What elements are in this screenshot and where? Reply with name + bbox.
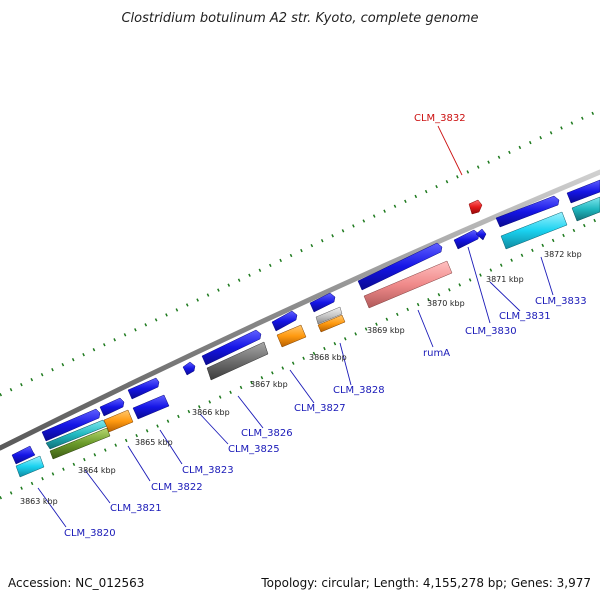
gene-label-clm3832[interactable]: CLM_3832	[414, 113, 466, 124]
kbp-label: 3864 kbp	[78, 466, 116, 475]
inner-tick-track	[0, 216, 600, 500]
gene-feature[interactable]	[276, 324, 307, 348]
gene-label-clm3831[interactable]: CLM_3831	[499, 311, 551, 322]
gene-feature[interactable]	[127, 377, 160, 400]
gene-feature[interactable]	[309, 292, 336, 313]
kbp-label: 3866 kbp	[192, 408, 230, 417]
gene-label-clm3833[interactable]: CLM_3833	[535, 296, 587, 307]
gene-label-ruma[interactable]: rumA	[423, 348, 450, 359]
leader-line	[467, 246, 491, 324]
gene-feature[interactable]	[99, 397, 125, 417]
leader-line	[84, 469, 111, 504]
leader-line	[289, 369, 315, 404]
gene-feature[interactable]	[495, 195, 560, 228]
gene-label-clm3821[interactable]: CLM_3821	[110, 503, 162, 514]
gene-feature[interactable]	[363, 260, 453, 309]
forward-strand-genes	[11, 179, 600, 465]
gene-label-clm3828[interactable]: CLM_3828	[333, 385, 385, 396]
gene-label-clm3822[interactable]: CLM_3822	[151, 482, 203, 493]
map-title: Clostridium botulinum A2 str. Kyoto, com…	[121, 11, 478, 26]
gene-feature[interactable]	[475, 228, 487, 241]
gene-feature[interactable]	[453, 229, 480, 250]
kbp-label: 3863 kbp	[20, 497, 58, 506]
gene-label-clm3827[interactable]: CLM_3827	[294, 403, 346, 414]
reverse-strand-genes	[15, 196, 600, 478]
leader-line	[159, 429, 183, 465]
gene-feature[interactable]	[357, 242, 443, 291]
genome-summary-text: Topology: circular; Length: 4,155,278 bp…	[260, 576, 591, 590]
gene-feature[interactable]	[571, 196, 600, 222]
genome-backbone	[0, 169, 600, 451]
gene-feature[interactable]	[315, 306, 343, 325]
highlighted-gene-clm3832[interactable]	[468, 199, 483, 215]
accession-text: Accession: NC_012563	[8, 576, 144, 590]
leader-line	[237, 395, 264, 429]
kbp-label: 3870 kbp	[427, 299, 465, 308]
gene-feature[interactable]	[182, 361, 196, 376]
gene-label-clm3823[interactable]: CLM_3823	[182, 465, 234, 476]
gene-feature[interactable]	[206, 341, 269, 381]
gene-label-clm3825[interactable]: CLM_3825	[228, 444, 280, 455]
leader-line	[540, 256, 554, 296]
gene-feature[interactable]	[15, 455, 45, 478]
gene-feature[interactable]	[103, 409, 134, 433]
gene-feature[interactable]	[566, 179, 600, 204]
gene-feature[interactable]	[41, 408, 101, 442]
leader-line	[37, 487, 67, 528]
gene-label-clm3826[interactable]: CLM_3826	[241, 428, 293, 439]
leader-line	[127, 445, 151, 482]
kbp-label: 3867 kbp	[250, 380, 288, 389]
gene-feature[interactable]	[49, 427, 111, 460]
kbp-label: 3869 kbp	[367, 326, 405, 335]
leader-line	[417, 309, 434, 348]
gene-label-clm3820[interactable]: CLM_3820	[64, 528, 116, 539]
gene-feature[interactable]	[271, 310, 298, 332]
leader-lines	[37, 125, 554, 528]
outer-tick-track	[0, 108, 600, 397]
gene-feature[interactable]	[11, 445, 36, 465]
gene-feature[interactable]	[132, 394, 170, 420]
gene-feature[interactable]	[317, 314, 346, 333]
leader-line	[339, 342, 352, 386]
gene-label-clm3830[interactable]: CLM_3830	[465, 326, 517, 337]
kbp-label: 3871 kbp	[486, 275, 524, 284]
kbp-tick-labels: 3863 kbp 3864 kbp 3865 kbp 3866 kbp 3867…	[20, 250, 582, 506]
gene-feature[interactable]	[201, 329, 262, 366]
leader-line	[199, 413, 229, 445]
gene-labels: CLM_3820 CLM_3821 CLM_3822 CLM_3823 CLM_…	[64, 113, 587, 539]
leader-line-clm3832	[437, 125, 463, 176]
leader-line	[489, 281, 521, 312]
kbp-label: 3872 kbp	[544, 250, 582, 259]
kbp-label: 3868 kbp	[309, 353, 347, 362]
kbp-label: 3865 kbp	[135, 438, 173, 447]
gene-feature[interactable]	[500, 211, 568, 250]
